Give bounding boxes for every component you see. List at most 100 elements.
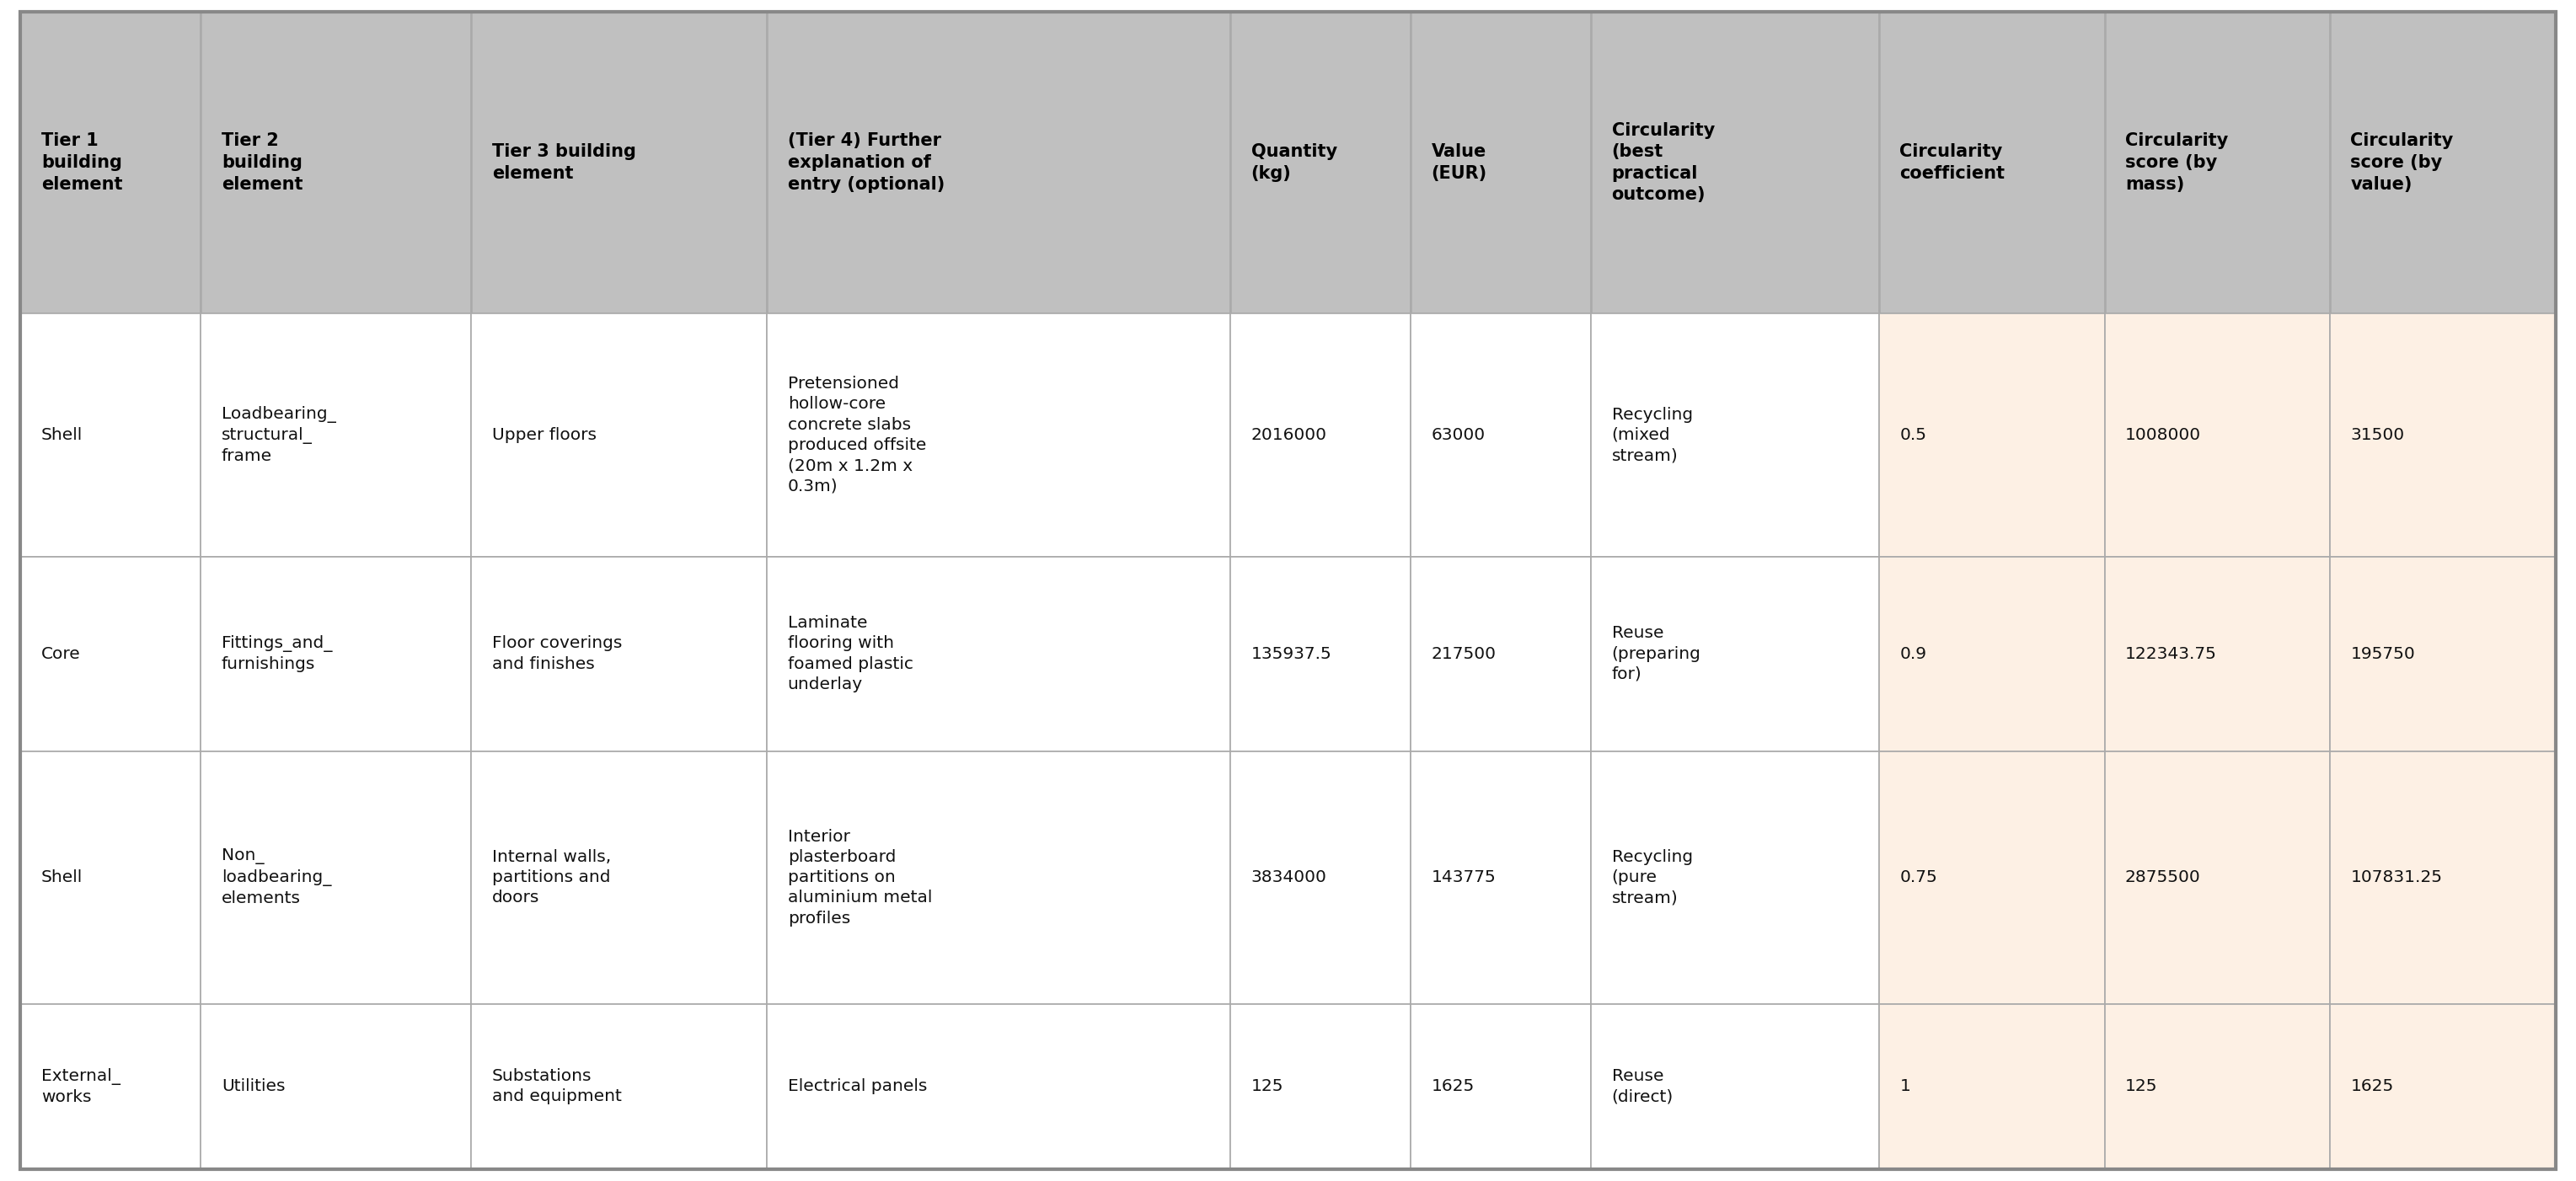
Text: 1008000: 1008000 [2125, 426, 2200, 443]
Text: Floor coverings
and finishes: Floor coverings and finishes [492, 635, 623, 672]
Text: Internal walls,
partitions and
doors: Internal walls, partitions and doors [492, 849, 611, 906]
Text: Value
(EUR): Value (EUR) [1432, 143, 1486, 182]
Bar [2329, 1004, 2555, 1169]
Bar [1412, 1004, 1592, 1169]
Text: 125: 125 [1252, 1078, 1283, 1095]
Text: Fittings_and_
furnishings: Fittings_and_ furnishings [222, 635, 332, 672]
Bar [1412, 751, 1592, 1004]
Bar [21, 751, 201, 1004]
Text: External_
works: External_ works [41, 1068, 121, 1105]
Bar [1231, 556, 1412, 751]
Text: 125: 125 [2125, 1078, 2159, 1095]
Bar [1231, 313, 1412, 556]
Bar [21, 313, 201, 556]
Text: Interior
plasterboard
partitions on
aluminium metal
profiles: Interior plasterboard partitions on alum… [788, 829, 933, 926]
Text: 2016000: 2016000 [1252, 426, 1327, 443]
Bar [1592, 751, 1878, 1004]
Text: 1: 1 [1899, 1078, 1911, 1095]
Bar [1592, 1004, 1878, 1169]
Bar [1592, 12, 1878, 313]
Text: 1625: 1625 [2349, 1078, 2393, 1095]
Text: Shell: Shell [41, 869, 82, 886]
Bar [1878, 12, 2105, 313]
Text: 3834000: 3834000 [1252, 869, 1327, 886]
Text: 122343.75: 122343.75 [2125, 646, 2218, 661]
Text: Non_
loadbearing_
elements: Non_ loadbearing_ elements [222, 849, 332, 906]
Bar [2329, 12, 2555, 313]
Text: 0.9: 0.9 [1899, 646, 1927, 661]
Text: Tier 2
building
element: Tier 2 building element [222, 132, 304, 193]
Text: 135937.5: 135937.5 [1252, 646, 1332, 661]
Text: Circularity
coefficient: Circularity coefficient [1899, 143, 2004, 182]
Bar [2105, 556, 2329, 751]
Bar [1592, 313, 1878, 556]
Text: Circularity
score (by
mass): Circularity score (by mass) [2125, 132, 2228, 193]
Bar [1878, 751, 2105, 1004]
Text: Recycling
(pure
stream): Recycling (pure stream) [1613, 849, 1692, 906]
Bar [2105, 12, 2329, 313]
Text: 1625: 1625 [1432, 1078, 1473, 1095]
Bar [2105, 313, 2329, 556]
Text: Tier 1
building
element: Tier 1 building element [41, 132, 124, 193]
Bar [471, 12, 768, 313]
Bar [768, 751, 1231, 1004]
Text: Loadbearing_
structural_
frame: Loadbearing_ structural_ frame [222, 405, 335, 464]
Bar [471, 1004, 768, 1169]
Bar [1231, 12, 1412, 313]
Bar [201, 12, 471, 313]
Bar [768, 12, 1231, 313]
Bar [2329, 751, 2555, 1004]
Bar [1231, 751, 1412, 1004]
Text: 143775: 143775 [1432, 869, 1497, 886]
Text: Core: Core [41, 646, 80, 661]
Bar [1592, 556, 1878, 751]
Bar [768, 1004, 1231, 1169]
Text: Tier 3 building
element: Tier 3 building element [492, 143, 636, 182]
Text: 217500: 217500 [1432, 646, 1497, 661]
Bar [1412, 313, 1592, 556]
Bar [768, 313, 1231, 556]
Bar [201, 1004, 471, 1169]
Text: 63000: 63000 [1432, 426, 1486, 443]
Text: (Tier 4) Further
explanation of
entry (optional): (Tier 4) Further explanation of entry (o… [788, 132, 945, 193]
Bar [2105, 1004, 2329, 1169]
Bar [201, 556, 471, 751]
Bar [1878, 313, 2105, 556]
Text: Pretensioned
hollow-core
concrete slabs
produced offsite
(20m x 1.2m x
0.3m): Pretensioned hollow-core concrete slabs … [788, 376, 927, 494]
Bar [471, 751, 768, 1004]
Text: 107831.25: 107831.25 [2349, 869, 2442, 886]
Bar [1878, 556, 2105, 751]
Text: 31500: 31500 [2349, 426, 2403, 443]
Bar [2105, 751, 2329, 1004]
Bar [21, 12, 201, 313]
Bar [201, 313, 471, 556]
Text: Circularity
(best
practical
outcome): Circularity (best practical outcome) [1613, 122, 1716, 203]
Bar [2329, 556, 2555, 751]
Bar [471, 313, 768, 556]
Bar [201, 751, 471, 1004]
Text: Recycling
(mixed
stream): Recycling (mixed stream) [1613, 406, 1692, 463]
Bar [21, 1004, 201, 1169]
Bar [1878, 1004, 2105, 1169]
Text: Laminate
flooring with
foamed plastic
underlay: Laminate flooring with foamed plastic un… [788, 615, 912, 692]
Text: Utilities: Utilities [222, 1078, 286, 1095]
Bar [2329, 313, 2555, 556]
Text: 0.75: 0.75 [1899, 869, 1937, 886]
Text: Substations
and equipment: Substations and equipment [492, 1069, 621, 1104]
Text: Upper floors: Upper floors [492, 426, 598, 443]
Text: 195750: 195750 [2349, 646, 2416, 661]
Bar [21, 556, 201, 751]
Text: Circularity
score (by
value): Circularity score (by value) [2349, 132, 2452, 193]
Text: Electrical panels: Electrical panels [788, 1078, 927, 1095]
Bar [1231, 1004, 1412, 1169]
Text: 0.5: 0.5 [1899, 426, 1927, 443]
Text: Reuse
(direct): Reuse (direct) [1613, 1069, 1674, 1104]
Bar [471, 556, 768, 751]
Text: Reuse
(preparing
for): Reuse (preparing for) [1613, 625, 1700, 683]
Bar [768, 556, 1231, 751]
Text: Quantity
(kg): Quantity (kg) [1252, 143, 1337, 182]
Bar [1412, 12, 1592, 313]
Text: Shell: Shell [41, 426, 82, 443]
Bar [1412, 556, 1592, 751]
Text: 2875500: 2875500 [2125, 869, 2200, 886]
